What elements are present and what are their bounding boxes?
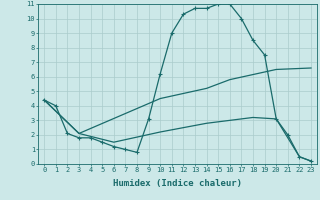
X-axis label: Humidex (Indice chaleur): Humidex (Indice chaleur)	[113, 179, 242, 188]
